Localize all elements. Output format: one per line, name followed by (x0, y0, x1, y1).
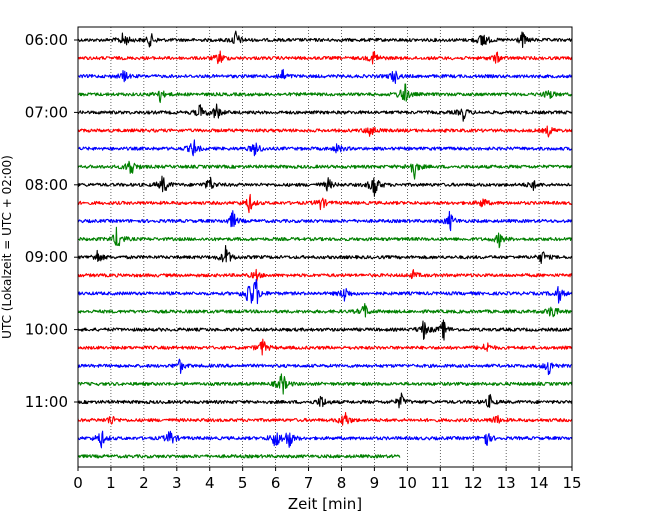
seismic-trace (77, 103, 573, 122)
x-axis-title: Zeit [min] (288, 495, 362, 513)
y-tick-label: 10:00 (25, 321, 68, 339)
x-tick-label: 11 (431, 474, 450, 492)
y-axis: 06:00 07:00 08:00 09:00 10:00 11:00 (25, 31, 78, 411)
seismic-trace (77, 278, 573, 305)
seismic-trace (77, 392, 573, 409)
x-tick-label: 5 (238, 474, 248, 492)
y-tick-label: 09:00 (25, 248, 68, 266)
seismic-trace (77, 210, 573, 232)
seismic-trace (77, 412, 573, 426)
seismic-trace (77, 454, 401, 459)
x-tick-label: 9 (370, 474, 380, 492)
seismic-trace (77, 125, 573, 138)
seismic-trace (77, 193, 572, 214)
y-tick-label: 08:00 (25, 176, 68, 194)
x-axis: 0 1 2 3 4 5 6 7 8 9 10 11 12 13 14 15 (73, 467, 582, 492)
seismic-trace (77, 302, 573, 318)
grid-lines (110, 27, 540, 467)
x-tick-label: 0 (73, 474, 83, 492)
y-tick-label: 06:00 (25, 31, 68, 49)
y-axis-title: UTC (Lokalzeit = UTC + 02:00) (0, 155, 14, 339)
seismic-trace (77, 50, 573, 65)
x-tick-label: 14 (530, 474, 549, 492)
x-tick-label: 7 (304, 474, 314, 492)
x-tick-label: 13 (497, 474, 516, 492)
seismic-trace (77, 68, 573, 84)
x-tick-label: 4 (205, 474, 215, 492)
x-tick-label: 10 (398, 474, 417, 492)
seismic-trace (77, 319, 573, 341)
x-tick-label: 2 (139, 474, 149, 492)
seismic-trace (77, 338, 573, 356)
y-tick-label: 11:00 (25, 393, 68, 411)
x-tick-label: 8 (337, 474, 347, 492)
seismic-trace (77, 244, 573, 264)
seismic-trace (77, 83, 573, 104)
x-tick-label: 15 (562, 474, 581, 492)
seismic-trace (77, 30, 573, 49)
x-tick-label: 12 (464, 474, 483, 492)
y-tick-label: 07:00 (25, 103, 68, 121)
seismic-trace (77, 160, 573, 180)
x-tick-label: 1 (106, 474, 116, 492)
x-tick-label: 6 (271, 474, 281, 492)
seismic-trace (77, 358, 572, 376)
seismic-trace (77, 226, 572, 249)
seismic-trace (77, 139, 572, 157)
seismic-trace (77, 373, 573, 395)
seismic-trace (77, 175, 572, 197)
traces-group (77, 30, 573, 459)
seismic-trace (77, 268, 573, 282)
seismic-trace (77, 430, 573, 449)
x-tick-label: 3 (172, 474, 182, 492)
plot-frame (77, 26, 573, 468)
